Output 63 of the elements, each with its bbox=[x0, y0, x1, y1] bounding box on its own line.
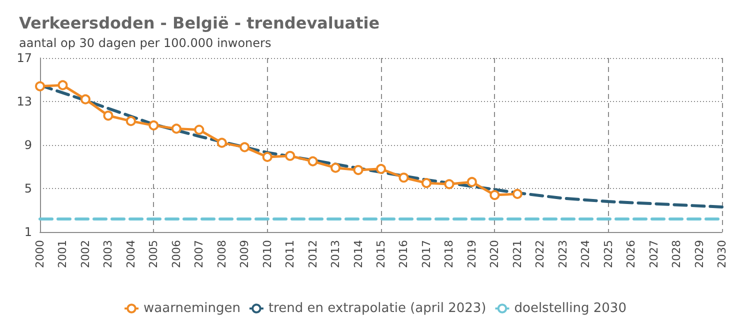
x-tick-label: 2012 bbox=[306, 240, 320, 268]
legend-label: doelstelling 2030 bbox=[514, 301, 626, 316]
point bbox=[330, 162, 341, 173]
y-tick-label: 9 bbox=[24, 138, 32, 152]
point bbox=[466, 176, 477, 187]
legend-label: waarnemingen bbox=[144, 301, 240, 316]
point bbox=[240, 142, 250, 152]
point bbox=[398, 172, 409, 183]
x-tick-label: 2006 bbox=[170, 240, 183, 268]
x-tick-label: 2021 bbox=[510, 240, 524, 268]
x-tick-label: 2030 bbox=[716, 240, 728, 268]
x-tick-label: 2005 bbox=[147, 240, 160, 268]
x-tick-label: 2018 bbox=[442, 240, 456, 268]
x-tick-label: 2024 bbox=[579, 240, 592, 268]
point bbox=[285, 150, 296, 161]
x-tick-label: 2023 bbox=[556, 240, 570, 268]
point bbox=[376, 164, 386, 174]
x-tick-label: 2007 bbox=[192, 240, 206, 268]
x-tick-label: 2020 bbox=[488, 240, 502, 268]
point bbox=[148, 120, 159, 130]
point bbox=[103, 110, 114, 121]
x-tick-label: 2003 bbox=[102, 240, 115, 268]
point bbox=[58, 80, 68, 90]
point bbox=[444, 179, 454, 190]
y-tick-label: 5 bbox=[24, 182, 32, 196]
x-tick-label: 2002 bbox=[78, 240, 92, 268]
x-tick-label: 2016 bbox=[397, 240, 410, 268]
x-tick-label: 2027 bbox=[647, 240, 660, 268]
legend-label: trend en extrapolatie (april 2023) bbox=[268, 301, 486, 316]
x-tick-label: 2008 bbox=[215, 240, 228, 268]
x-tick-label: 2014 bbox=[352, 240, 365, 268]
x-tick-label: 2028 bbox=[670, 240, 684, 268]
x-tick-label: 2025 bbox=[602, 240, 615, 268]
x-tick-label: 2017 bbox=[420, 240, 433, 268]
chart-title: Verkeersdoden - België - trendevaluatie bbox=[19, 14, 380, 32]
point bbox=[512, 188, 522, 199]
x-tick-label: 2019 bbox=[465, 240, 478, 268]
point bbox=[262, 152, 272, 162]
point bbox=[80, 94, 90, 104]
point bbox=[353, 165, 364, 176]
point bbox=[126, 116, 136, 126]
point bbox=[216, 138, 227, 148]
chart-subtitle: aantal op 30 dagen per 100.000 inwoners bbox=[19, 36, 272, 50]
x-tick-label: 2022 bbox=[534, 240, 547, 268]
point bbox=[194, 124, 204, 135]
point bbox=[490, 190, 500, 200]
x-tick-label: 2004 bbox=[124, 240, 138, 268]
x-tick-label: 2009 bbox=[238, 240, 252, 268]
y-tick-label: 13 bbox=[16, 94, 32, 108]
y-tick-label: 17 bbox=[16, 51, 32, 65]
x-tick-label: 2000 bbox=[34, 240, 46, 268]
x-tick-label: 2010 bbox=[260, 240, 274, 268]
y-tick-label: 1 bbox=[24, 225, 32, 239]
point bbox=[171, 124, 182, 134]
x-tick-label: 2026 bbox=[624, 240, 638, 268]
x-tick-label: 2013 bbox=[329, 240, 342, 268]
x-tick-label: 2029 bbox=[692, 240, 706, 268]
x-tick-label: 2015 bbox=[374, 240, 388, 268]
point bbox=[421, 178, 432, 188]
point bbox=[35, 81, 45, 92]
point bbox=[308, 156, 318, 166]
x-tick-label: 2011 bbox=[284, 240, 297, 268]
x-tick-label: 2001 bbox=[56, 240, 70, 268]
